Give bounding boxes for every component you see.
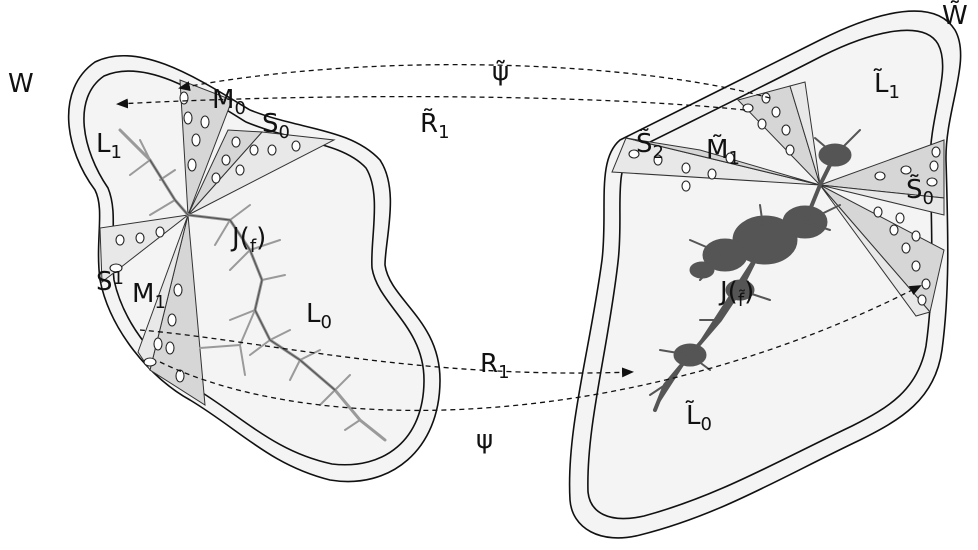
label-r1: R1: [480, 349, 510, 383]
right-domain-inner-boundary: [587, 29, 944, 520]
right-sector-dots: [628, 92, 941, 306]
label-s1: S1: [96, 267, 124, 297]
label-s0: S0: [262, 109, 290, 143]
left-domain-w: W M0 S0 L1 J(f) S1 M1 L0: [8, 54, 441, 483]
sector-s0-tilde-inner: [819, 184, 945, 216]
right-domain-w-tilde: W̃ L̃1 S̃2 M̃1 S̃0 J(f̃) L̃0: [568, 0, 968, 539]
sector-m0: [179, 79, 233, 216]
right-sectors: [611, 81, 945, 317]
label-psi-tilde: ψ̃: [492, 57, 509, 87]
label-m1-tilde: M̃1: [706, 133, 740, 169]
sector-s2-tilde-inner: [625, 137, 821, 186]
label-l0: L0: [306, 299, 332, 333]
label-w-tilde: W̃: [942, 0, 968, 31]
arrow-r1: [139, 329, 634, 378]
label-m1: M1: [132, 279, 166, 313]
label-r1-tilde: R̃1: [420, 107, 450, 143]
arrow-r1-tilde: [116, 95, 746, 111]
label-w: W: [8, 69, 34, 99]
label-l0-tilde: L̃0: [685, 399, 712, 435]
right-domain-outer-boundary: [568, 10, 962, 539]
sector-s0-inner: [187, 129, 264, 216]
label-l1: L1: [96, 129, 122, 163]
left-sector-dots: [109, 91, 301, 383]
arrow-psi-tilde: [178, 64, 771, 99]
label-jft: J(f̃): [718, 277, 754, 311]
julia-set-jf: [118, 128, 387, 442]
label-jf: J(f): [230, 223, 266, 257]
sector-s1: [99, 214, 190, 283]
label-psi: ψ: [476, 425, 493, 455]
mapping-arrows: ψ̃ R̃1 R1 ψ: [116, 57, 922, 455]
julia-set-jft: [649, 129, 861, 412]
label-s2-tilde: S̃2: [636, 127, 664, 163]
sector-lower-right-edge: [819, 184, 931, 317]
sector-l1-tilde-edge: [789, 81, 821, 186]
arrow-psi: [159, 285, 922, 412]
left-domain-fill: [68, 55, 441, 482]
right-domain-fill: [569, 11, 961, 538]
label-s0-tilde: S̃0: [906, 173, 934, 209]
left-domain-outer-boundary: [67, 54, 441, 483]
label-m0: M0: [212, 85, 246, 119]
label-l1-tilde: L̃1: [873, 67, 900, 103]
